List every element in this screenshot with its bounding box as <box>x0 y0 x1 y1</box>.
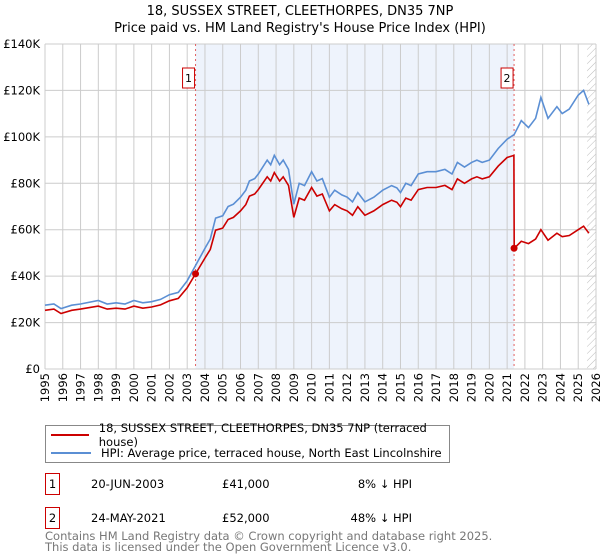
y-tick-label: £20K <box>11 316 41 330</box>
x-tick-label: 2025 <box>571 373 585 402</box>
sale-date: 20-JUN-2003 <box>91 477 165 491</box>
x-tick-label: 2011 <box>322 373 336 402</box>
legend-item-price: 18, SUSSEX STREET, CLEETHORPES, DN35 7NP… <box>51 421 449 449</box>
x-tick-label: 1999 <box>109 373 123 402</box>
x-tick-label: 2021 <box>500 373 514 402</box>
y-tick-label: £80K <box>11 176 41 190</box>
footer-line: This data is licensed under the Open Gov… <box>45 540 412 554</box>
sale-marker: 1 <box>45 473 60 495</box>
x-tick-label: 1997 <box>74 373 88 402</box>
sale-date: 24-MAY-2021 <box>91 511 166 525</box>
sale-price: £41,000 <box>222 477 270 491</box>
footer-line: Contains HM Land Registry data © Crown c… <box>45 529 493 543</box>
sale-label: 2 <box>504 72 511 85</box>
x-tick-label: 1998 <box>91 373 105 402</box>
y-tick-label: £40K <box>11 269 41 283</box>
x-tick-label: 1996 <box>56 373 70 402</box>
x-tick-label: 2005 <box>216 373 230 402</box>
x-tick-label: 2022 <box>518 373 532 402</box>
x-tick-label: 2015 <box>393 373 407 402</box>
sale-row: 2 24-MAY-2021 £52,000 48% ↓ HPI <box>45 507 445 529</box>
x-tick-label: 2020 <box>482 373 496 402</box>
x-tick-label: 2012 <box>340 373 354 402</box>
x-tick-label: 2007 <box>251 373 265 402</box>
sale-marker: 2 <box>45 507 60 529</box>
y-tick-label: £120K <box>3 83 40 97</box>
x-tick-label: 2002 <box>162 373 176 402</box>
hpi-line <box>44 89 590 310</box>
x-tick-label: 2006 <box>234 373 248 402</box>
x-tick-label: 2019 <box>465 373 479 402</box>
chart-subtitle: Price paid vs. HM Land Registry's House … <box>114 21 486 36</box>
x-tick-label: 2013 <box>358 373 372 402</box>
x-tick-label: 2003 <box>180 373 194 402</box>
forecast-hatch <box>587 44 596 369</box>
x-tick-label: 2024 <box>553 373 567 402</box>
x-tick-label: 2017 <box>429 373 443 402</box>
legend-swatch-blue <box>51 452 91 454</box>
y-tick-label: £0 <box>25 362 40 376</box>
legend-item-hpi: HPI: Average price, terraced house, Nort… <box>51 444 442 462</box>
chart-title: 18, SUSSEX STREET, CLEETHORPES, DN35 7NP <box>146 4 454 19</box>
sale-label: 1 <box>185 72 192 85</box>
y-tick-label: £100K <box>3 130 40 144</box>
legend-label: HPI: Average price, terraced house, Nort… <box>101 446 442 460</box>
x-tick-label: 2009 <box>287 373 301 402</box>
x-tick-label: 2001 <box>145 373 159 402</box>
y-tick-label: £60K <box>11 223 41 237</box>
price-paid-line <box>44 154 590 315</box>
x-tick-label: 2000 <box>127 373 141 402</box>
sale-row: 1 20-JUN-2003 £41,000 8% ↓ HPI <box>45 473 445 495</box>
sale-label-box <box>500 67 514 89</box>
x-tick-label: 2014 <box>376 373 390 402</box>
sale-point <box>510 244 518 252</box>
legend-swatch-red <box>51 434 89 436</box>
legend-label: 18, SUSSEX STREET, CLEETHORPES, DN35 7NP… <box>98 421 427 449</box>
x-tick-label: 2026 <box>589 373 600 402</box>
x-tick-label: 2016 <box>411 373 425 402</box>
footer: Contains HM Land Registry data © Crown c… <box>45 529 493 554</box>
x-tick-label: 2023 <box>536 373 550 402</box>
x-tick-label: 1995 <box>38 373 52 402</box>
x-tick-label: 2008 <box>269 373 283 402</box>
sale-hpi-diff: 8% ↓ HPI <box>357 477 412 491</box>
sale-period-shading <box>195 44 515 369</box>
y-tick-label: £140K <box>3 37 40 51</box>
x-tick-label: 2018 <box>447 373 461 402</box>
sale-label-box <box>182 67 196 89</box>
plot-area: 1995 1996 1997 1998 1999 2000 2001 2002 2003 2004… <box>3 37 600 402</box>
x-tick-label: 2010 <box>305 373 319 402</box>
sale-point <box>192 270 200 278</box>
sale-hpi-diff: 48% ↓ HPI <box>350 511 412 525</box>
x-tick-label: 2004 <box>198 373 212 402</box>
legend: 18, SUSSEX STREET, CLEETHORPES, DN35 7NP… <box>45 421 450 463</box>
sale-price: £52,000 <box>222 511 270 525</box>
